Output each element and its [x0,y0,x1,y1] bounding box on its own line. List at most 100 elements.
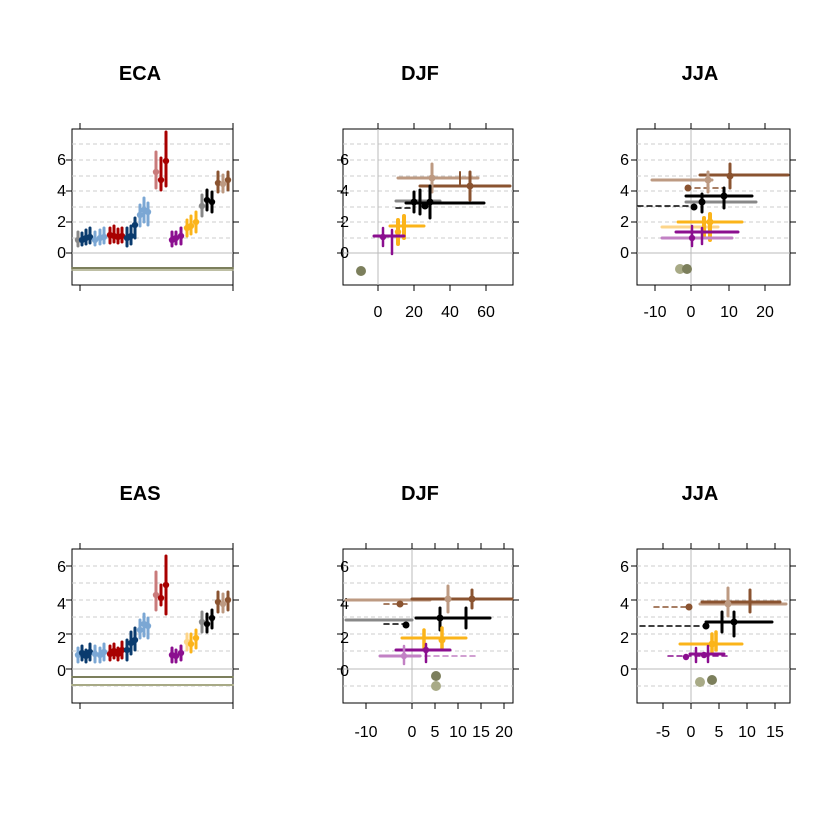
y-tick-labels-panel-1: 0 2 4 6 [57,152,66,262]
data-point [214,179,222,187]
x-tick-label: 5 [431,724,440,741]
data-point [100,648,108,656]
x-tick-labels-panel-2: 0 20 40 60 [374,304,495,321]
y-tick-label: 4 [57,596,66,613]
data-point [438,636,446,644]
data-point [698,198,706,206]
data-point-olive [431,681,441,691]
data-point [177,649,185,657]
data-point [187,222,195,230]
panel-jja-bottom-frame [636,548,791,704]
data-point [224,596,232,604]
x-tick-labels-panel-5: -10 0 5 10 15 20 [354,724,513,741]
data-point [136,626,144,634]
x-tick-label: 0 [408,724,417,741]
y-tick-labels-panel-6: 0 2 4 6 [620,559,629,680]
y-tick-label: 4 [57,183,66,200]
y-tick-labels-panel-4: 0 2 4 6 [57,559,66,680]
data-point [136,211,144,219]
data-point [396,600,404,608]
data-point [219,600,227,608]
data-point [436,614,444,622]
data-point [144,208,152,216]
title-eca: ECA [119,63,161,85]
data-point [704,176,712,184]
y-tick-label: 6 [57,559,66,576]
data-point-olive [682,264,692,274]
x-tick-label: 20 [405,304,423,321]
data-point [708,640,716,648]
x-tick-label: 15 [472,724,490,741]
x-tick-label: -5 [656,724,670,741]
data-point [688,234,696,242]
data-point [700,651,708,659]
data-point [187,640,195,648]
x-tick-label: 0 [687,304,696,321]
data-point-olive [707,675,717,685]
data-point [198,618,206,626]
title-djf-top: DJF [401,63,439,85]
data-point [684,184,692,192]
data-point-olive [356,266,366,276]
data-point [82,652,90,660]
data-point [682,653,690,661]
data-point [690,203,698,211]
x-tick-label: -10 [643,304,666,321]
data-point-olive [431,671,441,681]
x-tick-label: -10 [354,724,377,741]
x-tick-label: 10 [720,304,738,321]
y-tick-labels-panel-3: 0 2 4 6 [620,152,629,262]
x-tick-label: 20 [756,304,774,321]
data-point [444,595,452,603]
data-point [203,620,211,628]
y-tick-label: 6 [620,152,629,169]
data-point [421,202,429,210]
title-djf-bottom: DJF [401,483,439,505]
data-point [706,218,714,226]
data-point [198,202,206,210]
y-tick-label: 2 [340,630,349,647]
y-tick-label: 0 [620,245,629,262]
x-tick-label: 0 [374,304,383,321]
y-tick-label: 0 [57,663,66,680]
x-tick-label: 15 [766,724,784,741]
y-tick-label: 6 [620,559,629,576]
x-tick-label: 10 [738,724,756,741]
x-tick-label: 20 [495,724,513,741]
data-point [177,232,185,240]
data-point [426,198,434,206]
data-point [224,176,232,184]
x-tick-label: 60 [477,304,495,321]
data-point [208,198,216,206]
data-point [157,176,165,184]
data-point [162,157,170,165]
data-point [157,594,165,602]
data-point [203,196,211,204]
x-tick-label: 0 [687,724,696,741]
x-tick-label: 5 [715,724,724,741]
data-point [100,233,108,241]
data-point [402,621,410,629]
data-point [118,646,126,654]
x-tick-labels-panel-6: -5 0 5 10 15 [656,724,784,741]
y-tick-label: 4 [620,183,629,200]
y-tick-label: 4 [340,596,349,613]
data-point [394,228,402,236]
data-point [114,650,122,658]
data-point [219,180,227,188]
data-point [192,634,200,642]
y-tick-label: 2 [57,630,66,647]
data-point [724,600,732,608]
data-point [152,168,160,176]
data-point [468,595,476,603]
data-point [730,618,738,626]
data-point [702,622,710,630]
chart-marks [66,123,796,709]
y-tick-label: 6 [340,559,349,576]
data-point [131,636,139,644]
data-point [192,218,200,226]
data-point [214,598,222,606]
data-point [208,614,216,622]
x-tick-label: 10 [449,724,467,741]
